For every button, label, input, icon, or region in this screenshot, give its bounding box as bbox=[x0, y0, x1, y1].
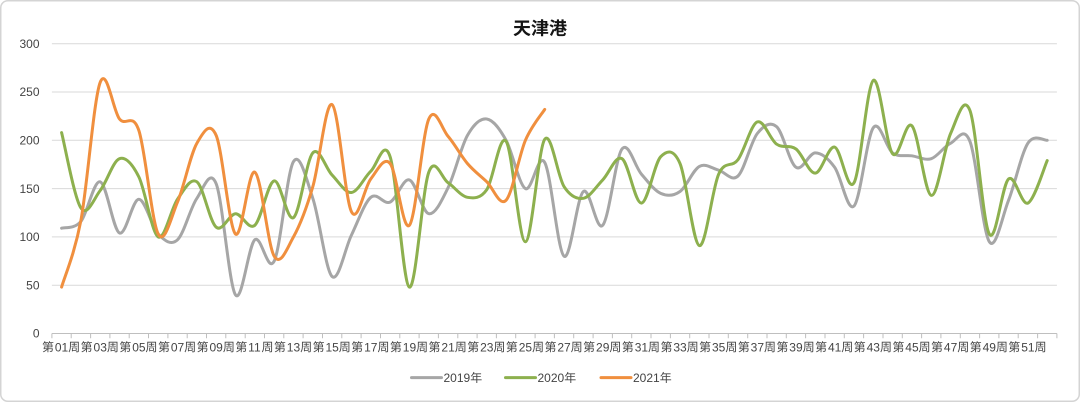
svg-text:51: 51 bbox=[1021, 340, 1035, 354]
svg-text:23: 23 bbox=[480, 340, 494, 354]
svg-text:19: 19 bbox=[403, 340, 417, 354]
svg-text:300: 300 bbox=[19, 37, 39, 51]
svg-text:37: 37 bbox=[751, 340, 765, 354]
svg-text:0: 0 bbox=[33, 327, 40, 341]
svg-text:33: 33 bbox=[673, 340, 687, 354]
svg-text:150: 150 bbox=[19, 182, 39, 196]
svg-text:15: 15 bbox=[325, 340, 339, 354]
svg-text:09: 09 bbox=[210, 340, 224, 354]
svg-text:100: 100 bbox=[19, 230, 39, 244]
svg-text:50: 50 bbox=[26, 278, 40, 292]
svg-text:01: 01 bbox=[55, 340, 69, 354]
svg-text:250: 250 bbox=[19, 85, 39, 99]
svg-text:49: 49 bbox=[983, 340, 997, 354]
svg-text:2021: 2021 bbox=[633, 371, 660, 385]
svg-text:45: 45 bbox=[905, 340, 919, 354]
svg-text:27: 27 bbox=[557, 340, 571, 354]
svg-text:13: 13 bbox=[287, 340, 301, 354]
svg-text:2019: 2019 bbox=[444, 371, 471, 385]
svg-text:25: 25 bbox=[519, 340, 533, 354]
svg-text:29: 29 bbox=[596, 340, 610, 354]
svg-text:11: 11 bbox=[248, 340, 261, 354]
svg-text:2020: 2020 bbox=[538, 371, 565, 385]
svg-text:03: 03 bbox=[94, 340, 108, 354]
svg-text:31: 31 bbox=[635, 340, 649, 354]
svg-text:17: 17 bbox=[364, 340, 378, 354]
svg-text:21: 21 bbox=[441, 340, 455, 354]
svg-text:07: 07 bbox=[171, 340, 185, 354]
svg-text:43: 43 bbox=[867, 340, 881, 354]
svg-text:47: 47 bbox=[944, 340, 958, 354]
svg-text:05: 05 bbox=[132, 340, 146, 354]
svg-text:200: 200 bbox=[19, 134, 39, 148]
svg-text:41: 41 bbox=[828, 340, 842, 354]
svg-text:39: 39 bbox=[789, 340, 803, 354]
svg-text:35: 35 bbox=[712, 340, 726, 354]
